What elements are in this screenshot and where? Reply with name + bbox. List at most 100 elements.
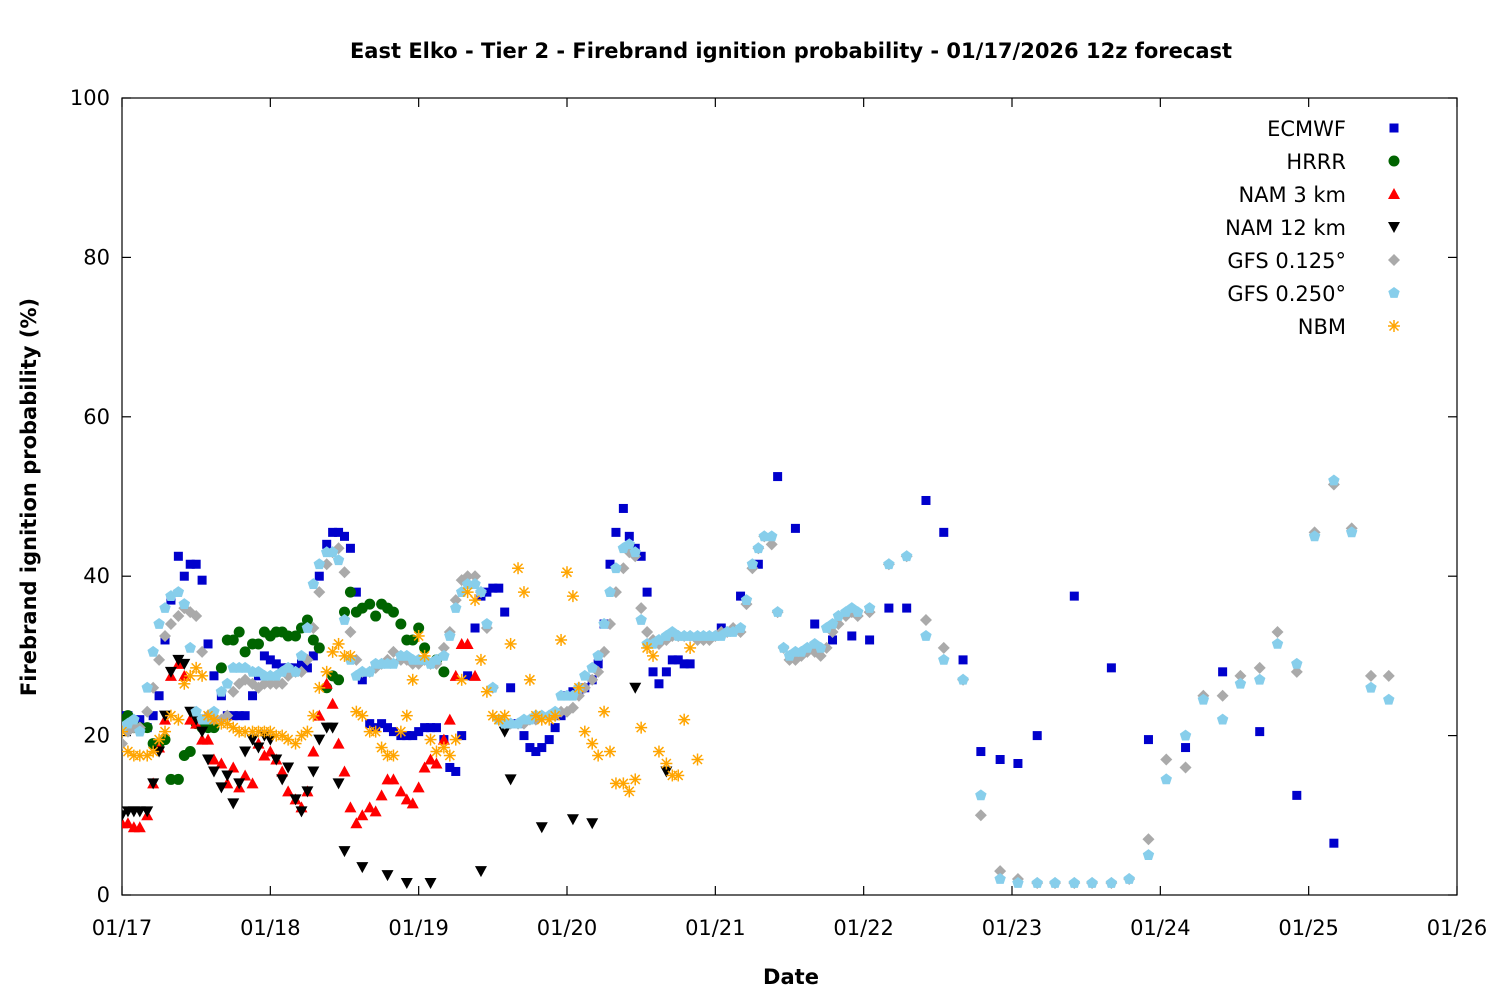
point-gfs-0-250: [469, 578, 481, 590]
point-nbm: [424, 733, 437, 746]
point-gfs-0-125: [153, 653, 166, 666]
point-gfs-0-250: [604, 586, 616, 597]
point-ecmwf: [488, 583, 498, 593]
point-nbm: [555, 633, 568, 646]
point-nam-12-km: [566, 814, 579, 826]
point-gfs-0-250: [221, 677, 234, 689]
point-gfs-0-250: [475, 586, 487, 597]
point-ecmwf: [388, 727, 398, 737]
point-gfs-0-250: [994, 873, 1006, 884]
point-gfs-0-125: [641, 625, 654, 638]
point-gfs-0-125: [338, 566, 351, 579]
point-gfs-0-125: [635, 602, 648, 615]
y-tick-label: 0: [97, 883, 110, 907]
legend: ECMWF HRRR NAM 3 km NAM 12 km GFS 0.125° GFS …: [1225, 117, 1400, 339]
point-nbm: [344, 649, 357, 662]
point-gfs-0-125: [1160, 753, 1173, 766]
point-hrrr: [413, 622, 425, 634]
point-nam-3-km: [430, 757, 443, 769]
point-ecmwf: [265, 655, 275, 665]
point-nam-3-km: [350, 817, 363, 829]
point-nbm: [604, 745, 617, 758]
point-gfs-0-250: [147, 645, 159, 657]
point-nam-3-km: [363, 801, 376, 813]
point-hrrr: [208, 722, 220, 734]
point-nbm: [461, 586, 474, 599]
point-nbm: [307, 709, 320, 722]
point-nbm: [412, 629, 425, 642]
point-ecmwf: [506, 683, 516, 693]
point-nam-3-km: [443, 713, 456, 725]
point-gfs-0-250: [208, 705, 220, 717]
legend-label-nam-12-km: NAM 12 km: [1225, 216, 1346, 240]
point-nam-12-km: [295, 806, 308, 818]
point-gfs-0-250: [356, 665, 369, 677]
point-nam-3-km: [332, 737, 345, 749]
point-nbm: [202, 709, 215, 722]
point-nam-3-km: [400, 793, 413, 805]
point-hrrr: [215, 662, 227, 674]
point-hrrr: [172, 773, 184, 785]
point-nbm: [684, 641, 697, 654]
point-gfs-0-250: [178, 598, 191, 609]
point-gfs-0-250: [1031, 877, 1043, 888]
point-ecmwf: [357, 675, 367, 685]
point-nbm: [184, 669, 197, 682]
point-ecmwf: [463, 671, 473, 681]
point-gfs-0-125: [221, 709, 234, 722]
point-nbm: [480, 685, 493, 698]
point-ecmwf: [179, 571, 189, 581]
point-gfs-0-250: [863, 602, 876, 613]
point-ecmwf: [154, 691, 164, 701]
data-points: [122, 472, 1395, 890]
point-nam-3-km: [239, 769, 252, 781]
point-ecmwf: [351, 587, 361, 597]
point-ecmwf: [308, 651, 318, 661]
point-nbm: [122, 745, 134, 758]
point-ecmwf: [790, 523, 800, 533]
point-nbm: [566, 590, 579, 603]
point-gfs-0-125: [1290, 665, 1303, 678]
point-ecmwf: [197, 575, 207, 585]
point-nbm: [313, 681, 326, 694]
point-ecmwf: [773, 472, 783, 482]
point-ecmwf: [500, 607, 510, 617]
point-gfs-0-250: [1234, 677, 1247, 689]
y-axis-label: Firebrand ignition probability (%): [17, 298, 41, 696]
point-gfs-0-125: [1382, 669, 1395, 682]
point-gfs-0-250: [814, 641, 827, 653]
point-gfs-0-125: [1234, 669, 1247, 682]
point-nam-12-km: [164, 666, 177, 678]
point-nam-3-km: [424, 753, 437, 765]
point-gfs-0-250: [623, 538, 636, 550]
axis-ticks: 01/17 01/18 01/19 01/20 01/21 01/22 01/23 01/24…: [70, 86, 1487, 940]
point-nam-3-km: [207, 753, 220, 765]
point-gfs-0-250: [752, 542, 765, 554]
point-gfs-0-250: [900, 550, 913, 562]
point-ecmwf: [296, 659, 306, 669]
point-nam-12-km: [474, 866, 487, 878]
point-nbm: [623, 785, 636, 798]
point-ecmwf: [605, 559, 615, 569]
point-ecmwf: [847, 631, 857, 641]
point-ecmwf: [209, 671, 219, 681]
point-nbm: [586, 737, 599, 750]
point-gfs-0-250: [295, 649, 308, 661]
point-gfs-0-125: [164, 618, 177, 631]
point-nam-12-km: [196, 726, 209, 738]
point-gfs-0-125: [122, 737, 128, 750]
point-gfs-0-250: [586, 661, 598, 673]
point-nbm: [592, 749, 605, 762]
point-gfs-0-250: [134, 725, 146, 737]
point-ecmwf: [185, 559, 195, 569]
point-ecmwf: [642, 587, 652, 597]
point-nam-12-km: [239, 746, 252, 758]
point-nam-12-km: [172, 654, 185, 666]
point-hrrr: [233, 626, 245, 638]
point-ecmwf: [958, 655, 968, 665]
point-nbm: [369, 725, 382, 738]
point-nam-12-km: [276, 774, 289, 786]
point-gfs-0-250: [301, 622, 314, 633]
point-nam-12-km: [332, 778, 345, 790]
